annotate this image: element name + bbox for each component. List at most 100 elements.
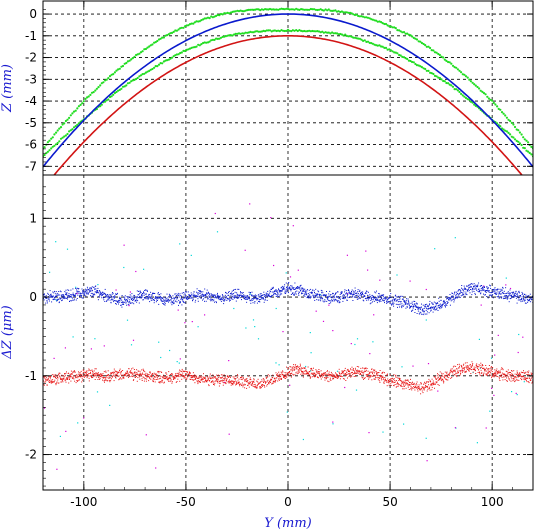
green-dot <box>505 116 508 119</box>
residual-point <box>51 382 53 384</box>
residual-point <box>183 301 185 303</box>
residual-point <box>484 370 486 372</box>
residual-point <box>325 294 327 296</box>
residual-point <box>51 380 53 382</box>
residual-point <box>464 288 466 290</box>
residual-point <box>502 298 504 300</box>
residual-point <box>426 303 428 305</box>
residual-point <box>285 293 287 294</box>
residual-point <box>151 376 153 378</box>
sparse-point <box>490 357 493 359</box>
residual-point <box>464 287 466 289</box>
green-dot <box>215 37 218 40</box>
green-dot <box>153 66 156 69</box>
residual-point <box>123 377 125 379</box>
residual-point <box>249 294 251 296</box>
sparse-point <box>184 322 186 324</box>
residual-point <box>80 293 82 294</box>
residual-point <box>413 382 415 384</box>
residual-point <box>491 296 493 298</box>
residual-point <box>103 297 104 299</box>
residual-point <box>333 296 335 298</box>
residual-point <box>159 381 161 383</box>
green-dot <box>456 68 459 71</box>
residual-point <box>221 380 223 382</box>
residual-point <box>324 300 326 302</box>
residual-point <box>143 294 145 296</box>
residual-point <box>320 298 322 300</box>
residual-point <box>126 371 128 373</box>
residual-point <box>150 299 152 301</box>
residual-point <box>298 292 300 294</box>
residual-point <box>154 300 155 302</box>
residual-point <box>232 384 234 386</box>
residual-point <box>287 283 289 285</box>
green-dot <box>136 53 139 56</box>
residual-point <box>88 368 90 370</box>
residual-point <box>479 291 481 292</box>
residual-point <box>219 381 221 383</box>
residual-point <box>430 384 432 386</box>
green-dot <box>166 59 169 62</box>
residual-point <box>336 296 337 298</box>
residual-point <box>127 373 129 375</box>
residual-point <box>442 303 444 305</box>
residual-point <box>180 295 182 297</box>
residual-point <box>287 288 289 290</box>
residual-point <box>324 372 326 373</box>
residual-point <box>194 294 196 296</box>
residual-point <box>529 378 531 379</box>
residual-point <box>281 290 283 292</box>
residual-point <box>256 386 258 388</box>
residual-point <box>447 379 449 381</box>
residual-point <box>58 291 60 292</box>
residual-point <box>403 382 405 384</box>
residual-point <box>244 298 246 300</box>
residual-point <box>487 287 489 289</box>
residual-point <box>186 378 188 380</box>
residual-point <box>430 309 432 311</box>
sparse-point <box>278 364 280 366</box>
residual-point <box>385 296 387 298</box>
residual-point <box>284 372 286 373</box>
residual-point <box>283 288 285 290</box>
residual-point <box>286 286 287 288</box>
residual-point <box>128 301 130 303</box>
residual-point <box>302 367 304 369</box>
residual-point <box>186 298 188 300</box>
residual-point <box>330 374 332 375</box>
residual-point <box>168 378 170 379</box>
green-dot <box>136 76 139 80</box>
green-dot <box>411 60 414 64</box>
green-dot <box>471 81 474 84</box>
residual-point <box>351 372 352 374</box>
residual-point <box>339 298 341 300</box>
residual-point <box>189 375 191 377</box>
residual-point <box>121 303 123 305</box>
residual-point <box>426 311 428 313</box>
residual-point <box>282 288 284 290</box>
residual-point <box>490 370 492 372</box>
residual-point <box>270 288 272 290</box>
green-dot <box>445 81 448 85</box>
residual-point <box>381 375 383 377</box>
residual-point <box>499 293 501 295</box>
residual-point <box>427 308 429 310</box>
residual-point <box>464 295 466 297</box>
residual-point <box>391 379 393 381</box>
residual-point <box>255 297 257 299</box>
residual-point <box>177 295 179 297</box>
residual-point <box>121 306 123 308</box>
residual-point <box>51 374 53 376</box>
residual-point <box>174 375 176 377</box>
residual-point <box>462 368 464 369</box>
residual-point <box>369 303 371 305</box>
green-dot <box>61 136 64 139</box>
residual-point <box>463 285 465 287</box>
residual-point <box>401 381 403 383</box>
residual-point <box>262 298 264 300</box>
green-dot <box>517 129 520 132</box>
residual-point <box>176 295 177 297</box>
residual-point <box>509 375 511 377</box>
residual-point <box>435 309 437 311</box>
